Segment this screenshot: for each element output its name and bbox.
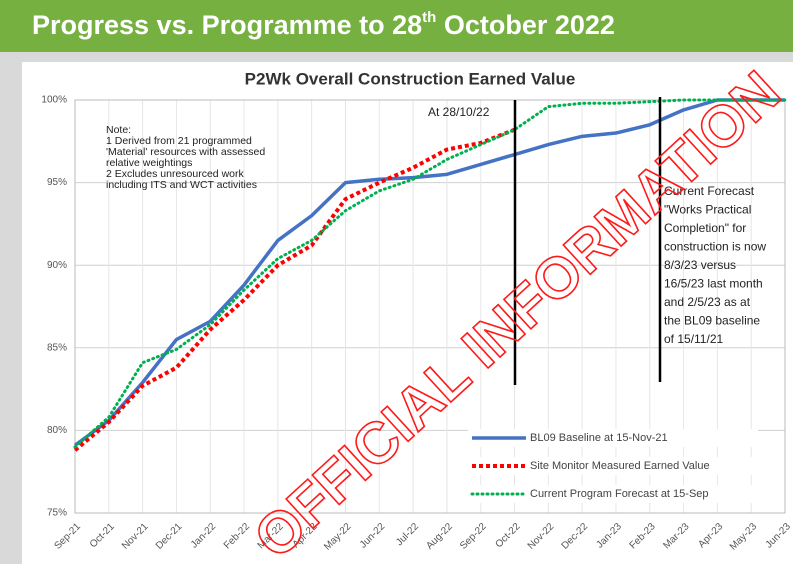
note-line: 'Material' resources with assessed (106, 146, 265, 158)
note-line: including ITS and WCT activities (106, 179, 257, 191)
forecast-note-line: the BL09 baseline (664, 314, 760, 328)
y-tick-label: 95% (47, 177, 67, 188)
legend-bg (468, 457, 758, 475)
forecast-note-line: "Works Practical (664, 203, 751, 217)
header-bar (0, 0, 793, 52)
series-line (73, 127, 516, 452)
forecast-note-line: and 2/5/23 as at (664, 295, 751, 309)
legend-label: Current Program Forecast at 15-Sep (530, 488, 709, 500)
legend-bg (468, 429, 758, 447)
legend: BL09 Baseline at 15-Nov-21 Site Monitor M… (468, 429, 758, 503)
chart-title: P2Wk Overall Construction Earned Value (245, 69, 576, 88)
title-part: Progress vs. Programme to 28 (32, 10, 422, 40)
y-tick-label: 75% (47, 508, 67, 519)
legend-bg (468, 485, 758, 503)
title-part: October 2022 (436, 10, 615, 40)
note-line: 2 Excludes unresourced work (106, 168, 244, 180)
title-sup: th (422, 9, 436, 26)
y-tick-label: 80% (47, 425, 67, 436)
header-title: Progress vs. Programme to 28th October 2… (32, 9, 615, 40)
forecast-note-line: of 15/11/21 (664, 332, 723, 346)
series-line (73, 98, 787, 449)
forecast-note-line: Completion" for (664, 221, 746, 235)
forecast-note-line: 8/3/23 versus (664, 258, 736, 272)
chart-area (22, 62, 793, 564)
note-line: relative weightings (106, 157, 192, 169)
forecast-note-line: 16/5/23 last month (664, 277, 763, 291)
y-tick-label: 90% (47, 260, 67, 271)
plot-border (74, 99, 786, 514)
series-line (73, 98, 785, 447)
legend-label: BL09 Baseline at 15-Nov-21 (530, 432, 668, 444)
note-line: 1 Derived from 21 programmed (106, 135, 252, 147)
y-tick-label: 100% (41, 95, 67, 106)
forecast-note: Current Forecast "Works Practical Completi… (664, 184, 766, 346)
forecast-note-line: Current Forecast (664, 184, 755, 198)
forecast-note-line: construction is now (664, 240, 766, 254)
note-line: Note: (106, 124, 131, 136)
legend-label: Site Monitor Measured Earned Value (530, 460, 710, 472)
y-tick-label: 85% (47, 342, 67, 353)
note: Note:1 Derived from 21 programmed'Materi… (106, 124, 265, 191)
annotation: At 28/10/22 (428, 105, 490, 119)
